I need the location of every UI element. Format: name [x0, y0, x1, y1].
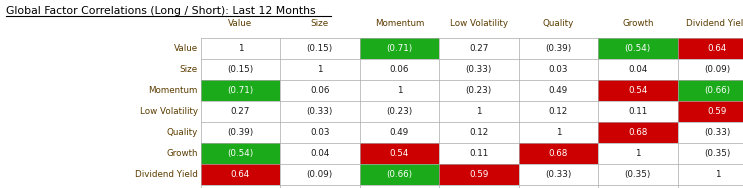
Text: 0.64: 0.64	[231, 170, 250, 179]
Text: (0.71): (0.71)	[227, 86, 253, 95]
Text: 0.03: 0.03	[310, 128, 330, 137]
Text: (0.33): (0.33)	[704, 128, 730, 137]
Text: Quality: Quality	[542, 19, 574, 28]
Text: 0.12: 0.12	[549, 107, 568, 116]
Text: 1: 1	[476, 107, 481, 116]
Text: 0.54: 0.54	[628, 86, 648, 95]
Text: (0.54): (0.54)	[625, 44, 651, 53]
Text: 0.06: 0.06	[389, 65, 409, 74]
Text: (0.15): (0.15)	[227, 65, 253, 74]
Text: (0.23): (0.23)	[386, 107, 412, 116]
Text: (0.71): (0.71)	[386, 44, 412, 53]
Text: 1: 1	[556, 128, 561, 137]
Text: Momentum: Momentum	[149, 86, 198, 95]
Text: 1: 1	[238, 44, 243, 53]
Text: 0.68: 0.68	[548, 149, 568, 158]
Text: 0.04: 0.04	[310, 149, 330, 158]
Text: (0.35): (0.35)	[625, 170, 651, 179]
Text: (0.09): (0.09)	[307, 170, 333, 179]
Text: (0.33): (0.33)	[466, 65, 492, 74]
Text: 0.12: 0.12	[470, 128, 488, 137]
Text: 0.54: 0.54	[389, 149, 409, 158]
Text: 0.59: 0.59	[707, 107, 727, 116]
Text: Global Factor Correlations (Long / Short): Last 12 Months: Global Factor Correlations (Long / Short…	[6, 6, 316, 16]
Text: 0.64: 0.64	[708, 44, 727, 53]
Text: (0.39): (0.39)	[227, 128, 253, 137]
Text: 0.49: 0.49	[390, 128, 409, 137]
Text: 0.59: 0.59	[469, 170, 489, 179]
Text: (0.33): (0.33)	[545, 170, 571, 179]
Text: (0.39): (0.39)	[545, 44, 571, 53]
Text: (0.23): (0.23)	[466, 86, 492, 95]
Text: Low Volatility: Low Volatility	[140, 107, 198, 116]
Text: 0.27: 0.27	[469, 44, 489, 53]
Text: 0.11: 0.11	[470, 149, 488, 158]
Text: 0.27: 0.27	[230, 107, 250, 116]
Text: (0.15): (0.15)	[307, 44, 333, 53]
Text: Dividend Yield: Dividend Yield	[134, 170, 198, 179]
Text: (0.09): (0.09)	[704, 65, 730, 74]
Text: Quality: Quality	[166, 128, 198, 137]
Text: 1: 1	[635, 149, 640, 158]
Text: 1: 1	[397, 86, 402, 95]
Text: Value: Value	[174, 44, 198, 53]
Text: Dividend Yield: Dividend Yield	[686, 19, 743, 28]
Text: 0.68: 0.68	[628, 128, 648, 137]
Text: 1: 1	[317, 65, 322, 74]
Text: Size: Size	[311, 19, 329, 28]
Text: 0.11: 0.11	[629, 107, 647, 116]
Text: Size: Size	[180, 65, 198, 74]
Text: (0.33): (0.33)	[307, 107, 333, 116]
Text: Growth: Growth	[166, 149, 198, 158]
Text: 0.49: 0.49	[549, 86, 568, 95]
Text: Low Volatility: Low Volatility	[450, 19, 508, 28]
Text: (0.66): (0.66)	[704, 86, 730, 95]
Text: Value: Value	[228, 19, 253, 28]
Text: (0.54): (0.54)	[227, 149, 253, 158]
Text: Momentum: Momentum	[374, 19, 424, 28]
Text: 0.03: 0.03	[548, 65, 568, 74]
Text: 1: 1	[715, 170, 720, 179]
Text: (0.35): (0.35)	[704, 149, 730, 158]
Text: (0.66): (0.66)	[386, 170, 412, 179]
Text: Growth: Growth	[622, 19, 654, 28]
Text: 0.04: 0.04	[628, 65, 648, 74]
Text: 0.06: 0.06	[310, 86, 330, 95]
